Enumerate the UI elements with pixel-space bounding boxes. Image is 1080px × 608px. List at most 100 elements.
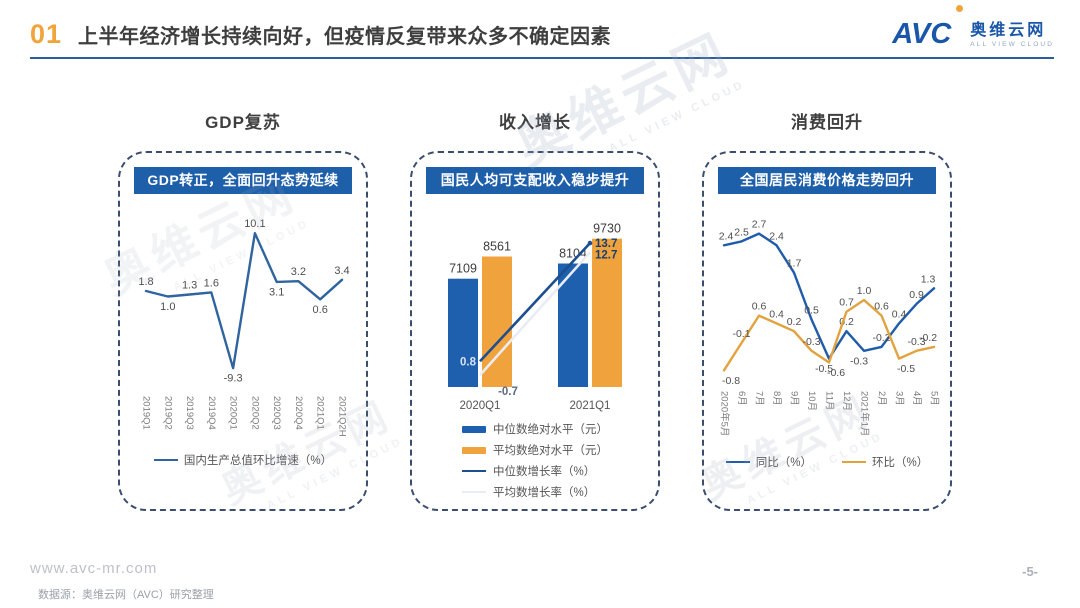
point-value-label: 0.9 (909, 289, 924, 301)
point-value-label: -0.8 (722, 375, 740, 387)
gdp-legend-swatch (153, 458, 178, 462)
logo-name-cn: 奥维云网 (970, 22, 1047, 39)
point-value-label: 2.5 (734, 226, 749, 238)
mean-bar-swatch (462, 446, 486, 454)
gdp-column-title: GDP复苏 (205, 113, 281, 132)
bar-value-label: 8561 (483, 240, 511, 254)
bar-value-label: 9730 (593, 222, 621, 236)
point-value-label: -0.2 (872, 332, 890, 344)
page-title: 上半年经济增长持续向好，但疫情反复带来众多不确定因素 (78, 25, 612, 48)
gdp-band-title: GDP转正，全面回升态势延续 (134, 167, 352, 194)
point-value-label: 0.6 (874, 301, 889, 313)
median-line-dot (587, 240, 593, 246)
slide-header: 01 上半年经济增长持续向好，但疫情反复带来众多不确定因素 AVC 奥维云网 A… (30, 5, 1054, 56)
point-value-label: 1.0 (160, 301, 175, 313)
avc-logo: AVC 奥维云网 ALL VIEW CLOUD (892, 5, 1054, 49)
growth-label: -0.7 (498, 386, 518, 398)
bar-value-label: 7109 (449, 262, 477, 276)
point-value-label: 1.7 (787, 258, 802, 270)
x-axis-label: 7月 (754, 391, 765, 406)
median-bar (448, 278, 478, 387)
median-bar-swatch (462, 425, 486, 433)
point-value-label: -0.6 (827, 367, 845, 379)
legend-item: 环比（%） (842, 454, 928, 470)
point-value-label: 0.6 (752, 301, 767, 313)
x-axis-label: 2020Q4 (293, 396, 304, 430)
legend-item: 中位数绝对水平（元） (462, 421, 608, 437)
point-value-label: 1.3 (182, 280, 197, 292)
point-value-label: -0.1 (732, 328, 750, 340)
x-axis-label: 2020Q1 (228, 396, 239, 430)
cpi-legend: 同比（%） 环比（%） (712, 454, 942, 470)
income-column-title: 收入增长 (499, 113, 571, 132)
growth-label: 0.8 (460, 356, 477, 368)
x-axis-label: 2月 (876, 391, 887, 406)
bar-value-label: 8104 (559, 247, 587, 261)
x-axis-label: 2019Q3 (184, 396, 195, 430)
logo-text-block: 奥维云网 ALL VIEW CLOUD (970, 22, 1054, 48)
data-source-note: 数据源：奥维云网（AVC）研究整理 (38, 589, 214, 601)
series-line-0 (722, 232, 936, 360)
x-axis-label: 2020Q3 (271, 396, 282, 430)
x-axis-label: 2021年1月 (859, 391, 871, 436)
point-value-label: 2.4 (769, 230, 784, 242)
x-axis-label: 6月 (736, 391, 747, 406)
x-axis-label: 8月 (771, 391, 782, 406)
logo-dot-icon (956, 5, 964, 12)
gdp-legend-label: 国内生产总值环比增速（%） (183, 455, 333, 467)
series-line-0 (144, 232, 344, 370)
legend-label: 中位数增长率（%） (493, 466, 596, 478)
gdp-column: GDP复苏 GDP转正，全面回升态势延续 2019Q1 2019Q2 2019Q3 2… (118, 108, 368, 511)
point-value-label: 2.7 (752, 219, 767, 231)
x-axis-label: 9月 (789, 391, 800, 406)
x-axis-label: 2021Q2H (337, 396, 348, 437)
legend-item: 平均数绝对水平（元） (462, 442, 608, 458)
mean-bar (592, 238, 622, 387)
point-value-label: 10.1 (244, 218, 265, 230)
x-axis-label: 3月 (894, 391, 905, 406)
point-value-label: 0.5 (804, 305, 819, 317)
cpi-line-chart: 2020年5月 6月 7月 8月 9月 10月 11月 12月 2021年1月 2月 3月 4月 5月 2… (719, 219, 940, 437)
x-axis-label: 2021Q1 (315, 396, 326, 430)
mean-bar (482, 256, 512, 387)
x-axis-label: 2020Q1 (460, 400, 501, 412)
legend-label: 平均数绝对水平（元） (493, 445, 608, 457)
cpi-column-title: 消费回升 (791, 113, 863, 132)
income-column: 收入增长 国民人均可支配收入稳步提升 7109 8561 2020Q1 8104 973… (410, 108, 660, 511)
point-value-label: -9.3 (224, 373, 243, 385)
header-divider (30, 57, 1054, 59)
mom-line-swatch (842, 460, 866, 464)
x-axis-label: 2019Q4 (206, 396, 217, 430)
income-panel: 国民人均可支配收入稳步提升 7109 8561 2020Q1 8104 9730 2021… (410, 151, 660, 511)
point-value-label: 0.2 (787, 316, 802, 328)
x-axis-label: 2020年5月 (719, 391, 731, 436)
point-value-label: 3.1 (269, 286, 284, 298)
x-axis-label: 10月 (806, 391, 817, 411)
point-value-label: 3.2 (291, 266, 306, 278)
income-bar-chart: 7109 8561 2020Q1 8104 9730 2021Q1 0.8 -0.7 13.71… (448, 222, 622, 412)
gdp-panel: GDP转正，全面回升态势延续 2019Q1 2019Q2 2019Q3 2019Q4 2… (118, 151, 368, 511)
growth-label: 12.7 (595, 249, 617, 261)
mean-growth-line (479, 251, 591, 376)
legend-item: 中位数增长率（%） (462, 463, 608, 479)
point-value-label: 2.4 (719, 230, 734, 242)
point-value-label: -0.5 (815, 363, 833, 375)
point-value-label: -0.2 (919, 332, 937, 344)
point-value-label: -0.3 (850, 355, 868, 367)
website-url: www.avc-mr.com (30, 560, 158, 577)
point-value-label: 3.4 (334, 265, 349, 277)
point-value-label: -0.3 (907, 336, 925, 348)
point-value-label: 0.7 (839, 297, 854, 309)
legend-item: 平均数增长率（%） (462, 484, 608, 500)
point-value-label: 1.0 (857, 285, 872, 297)
page-number: -5- (1022, 564, 1038, 579)
logo-tagline: ALL VIEW CLOUD (970, 41, 1054, 48)
x-axis-label: 12月 (841, 391, 852, 411)
cpi-panel: 全国居民消费价格走势回升 2020年5月 6月 7月 8月 9月 10月 11月 12月 202… (702, 151, 952, 511)
legend-label: 中位数绝对水平（元） (493, 424, 608, 436)
x-axis-label: 2020Q2 (249, 396, 260, 430)
x-axis-label: 2021Q1 (570, 400, 611, 412)
x-axis-label: 5月 (929, 391, 940, 406)
charts-grid: GDP复苏 GDP转正，全面回升态势延续 2019Q1 2019Q2 2019Q3 2… (118, 108, 952, 511)
point-value-label: 0.4 (892, 308, 907, 320)
